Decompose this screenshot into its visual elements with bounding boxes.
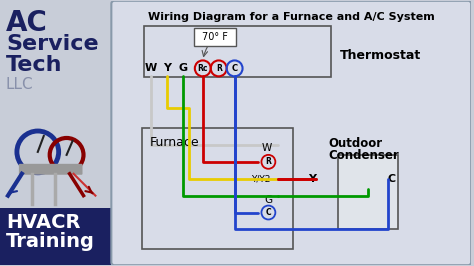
FancyBboxPatch shape [144,26,331,77]
Text: C: C [265,208,271,217]
Text: Y/Y2: Y/Y2 [251,174,270,183]
Text: AC: AC [6,9,48,37]
Text: 70° F: 70° F [202,32,228,41]
Text: R: R [216,64,222,73]
Text: HVACR: HVACR [6,213,81,231]
FancyBboxPatch shape [19,164,82,175]
Text: LLC: LLC [6,77,34,92]
Text: Condenser: Condenser [328,149,399,162]
Text: G: G [178,63,188,73]
Text: Service: Service [6,34,99,53]
Text: W: W [262,143,273,153]
Text: Outdoor: Outdoor [328,137,382,150]
Text: C: C [231,64,237,73]
FancyBboxPatch shape [338,155,398,229]
Text: Y: Y [163,63,171,73]
Text: Y: Y [308,174,316,184]
FancyBboxPatch shape [111,1,471,265]
FancyBboxPatch shape [0,1,111,265]
Text: Furnace: Furnace [150,136,200,149]
Text: Wiring Diagram for a Furnace and A/C System: Wiring Diagram for a Furnace and A/C Sys… [148,12,435,22]
Text: Rc: Rc [198,64,208,73]
Text: G: G [264,195,273,205]
FancyBboxPatch shape [0,207,111,265]
FancyBboxPatch shape [194,28,236,45]
Text: W: W [145,63,157,73]
Text: Training: Training [6,232,95,251]
Text: Thermostat: Thermostat [340,49,421,62]
FancyBboxPatch shape [142,128,293,249]
Text: C: C [388,174,396,184]
Text: Tech: Tech [6,56,63,76]
Text: R: R [265,157,271,166]
